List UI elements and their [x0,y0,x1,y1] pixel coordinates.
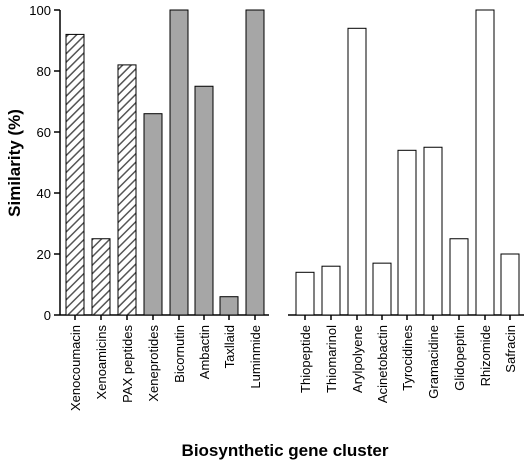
bar-safracin [500,253,520,316]
x-axis-labels: Xenocoumacin Xenoamicins PAX peptides Xenep… [68,315,518,411]
y-tick-label: 20 [37,247,51,262]
x-category-label: Glidopeptin [452,325,467,391]
x-category-label: Safracin [503,325,518,373]
bars [65,9,520,316]
y-axis-title: Similarity (%) [5,109,24,217]
y-tick-label: 0 [44,308,51,323]
x-category-label: Xenoamicins [94,325,109,400]
bar-luminmide [245,9,265,316]
bar-gramacidine [423,146,443,316]
bar-ambactin [194,85,214,316]
y-tick-label: 60 [37,125,51,140]
bar-thiopeptide [295,271,315,316]
bar-thiomarinol [321,265,341,316]
x-category-label: Xenocoumacin [68,325,83,411]
bar-rhizomide [475,9,495,316]
x-category-label: Thiomarinol [324,325,339,393]
x-category-label: Bicornutin [172,325,187,383]
x-category-label: Tyrocidines [400,325,415,391]
x-category-label: Arylpolyene [350,325,365,393]
x-category-label: Acinetobactin [375,325,390,403]
bar-taxllaid [219,296,239,316]
bar-xeneprotides [143,113,163,316]
bar-acinetobactin [372,262,392,316]
bar-pax-peptides [117,64,137,316]
bar-arylpolyene [347,27,367,316]
x-category-label: Rhizomide [478,325,493,386]
bar-glidopeptin [449,238,469,316]
bar-xenoamicins [91,238,111,316]
x-category-label: Luminmide [248,325,263,389]
y-tick-label: 80 [37,64,51,79]
y-tick-label: 40 [37,186,51,201]
x-category-label: Gramacidine [426,325,441,399]
x-category-label: PAX peptides [120,325,135,403]
y-tick-label: 100 [29,3,51,18]
bar-tyrocidines [397,149,417,316]
x-category-label: Ambactin [197,325,212,379]
bar-bicornutin [169,9,189,316]
x-category-label: Xeneprotides [146,325,161,402]
x-axis-title: Biosynthetic gene cluster [182,441,389,460]
x-category-label: Taxllaid [222,325,237,368]
bar-xenocoumacin [65,33,85,316]
x-category-label: Thiopeptide [298,325,313,393]
